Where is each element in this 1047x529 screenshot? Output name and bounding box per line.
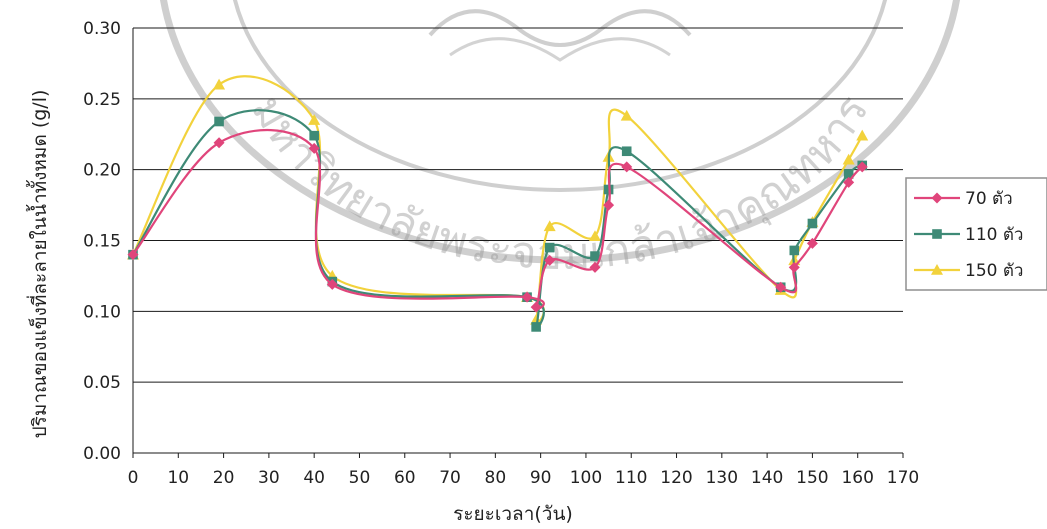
series-0 <box>127 128 868 313</box>
data-point <box>530 313 543 325</box>
y-tick-label: 0.00 <box>83 444 121 464</box>
x-tick-label: 160 <box>841 468 873 488</box>
series-layer <box>127 75 869 332</box>
y-tick-label: 0.30 <box>83 19 121 39</box>
y-axis-title: ปริมาณของแข็งที่ละลายในน้ำทั้งหมด (g/l) <box>26 90 51 439</box>
data-point <box>621 146 632 157</box>
data-point <box>213 137 225 149</box>
data-point <box>544 242 555 253</box>
y-tick-label: 0.25 <box>83 90 121 110</box>
y-tick-label: 0.15 <box>83 232 121 252</box>
legend-label: 70 ตัว <box>965 189 1013 209</box>
legend-swatch-marker <box>931 192 943 204</box>
data-point <box>806 237 818 249</box>
data-point <box>531 322 541 332</box>
legend-item: 110 ตัว <box>914 225 1023 245</box>
x-tick-label: 60 <box>394 468 416 488</box>
y-tick-label: 0.10 <box>83 302 121 322</box>
x-tick-label: 50 <box>349 468 371 488</box>
x-tick-label: 120 <box>660 468 692 488</box>
data-point <box>309 130 319 141</box>
x-tick-label: 140 <box>751 468 783 488</box>
data-point <box>856 129 869 141</box>
data-point <box>842 153 855 165</box>
x-tick-label: 70 <box>439 468 461 488</box>
legend-swatch-marker <box>932 229 942 239</box>
data-point <box>603 199 615 211</box>
x-tick-label: 40 <box>303 468 325 488</box>
x-tick-label: 150 <box>796 468 828 488</box>
data-point <box>308 114 321 125</box>
y-tick-label: 0.20 <box>83 161 121 181</box>
x-tick-label: 170 <box>887 468 919 488</box>
legend-item: 70 ตัว <box>914 189 1013 209</box>
data-point <box>843 176 855 188</box>
legend-item: 150 ตัว <box>914 261 1023 281</box>
data-point <box>213 78 226 90</box>
data-point <box>788 261 800 273</box>
data-point <box>775 281 787 293</box>
data-point <box>544 254 556 266</box>
legend-label: 110 ตัว <box>965 225 1023 245</box>
x-tick-label: 10 <box>167 468 189 488</box>
data-point <box>543 220 556 232</box>
gridlines <box>132 27 903 454</box>
legend: 70 ตัว 110 ตัว 150 ตัว <box>905 177 1047 291</box>
x-tick-label: 90 <box>530 468 552 488</box>
x-axis-ticks: 0 10 20 30 40 50 60 70 80 90 100 110 120 130 140 150 160… <box>128 453 919 488</box>
data-point <box>789 245 800 256</box>
x-tick-label: 130 <box>706 468 738 488</box>
watermark-lettering: มหาวิทยาลัยพระจอมเกล้าเจ้าคุณทหาร <box>241 87 879 280</box>
university-seal-watermark: มหาวิทยาลัยพระจอมเกล้าเจ้าคุณทหาร <box>160 0 960 280</box>
data-point <box>621 161 633 173</box>
y-tick-label: 0.05 <box>83 373 121 393</box>
data-point <box>807 218 818 229</box>
data-point <box>589 261 601 273</box>
x-axis-title: ระยะเวลา(วัน) <box>453 503 573 525</box>
legend-swatch-marker <box>931 264 943 275</box>
x-tick-label: 80 <box>485 468 507 488</box>
data-point <box>326 278 338 290</box>
x-tick-label: 30 <box>258 468 280 488</box>
data-point <box>589 230 601 242</box>
data-point <box>521 291 533 303</box>
x-tick-label: 20 <box>213 468 235 488</box>
legend-label: 150 ตัว <box>965 261 1023 281</box>
x-tick-label: 110 <box>615 468 647 488</box>
data-point <box>856 161 868 173</box>
data-point <box>127 249 139 261</box>
data-point <box>530 301 542 313</box>
x-tick-label: 100 <box>570 468 602 488</box>
data-point <box>590 251 600 261</box>
data-point <box>214 116 224 127</box>
data-point <box>843 169 854 179</box>
x-tick-label: 0 <box>128 468 139 488</box>
y-axis-ticks: 0.00 0.05 0.10 0.15 0.20 0.25 0.30 <box>83 19 121 464</box>
data-point <box>620 109 633 121</box>
data-point <box>308 142 320 154</box>
